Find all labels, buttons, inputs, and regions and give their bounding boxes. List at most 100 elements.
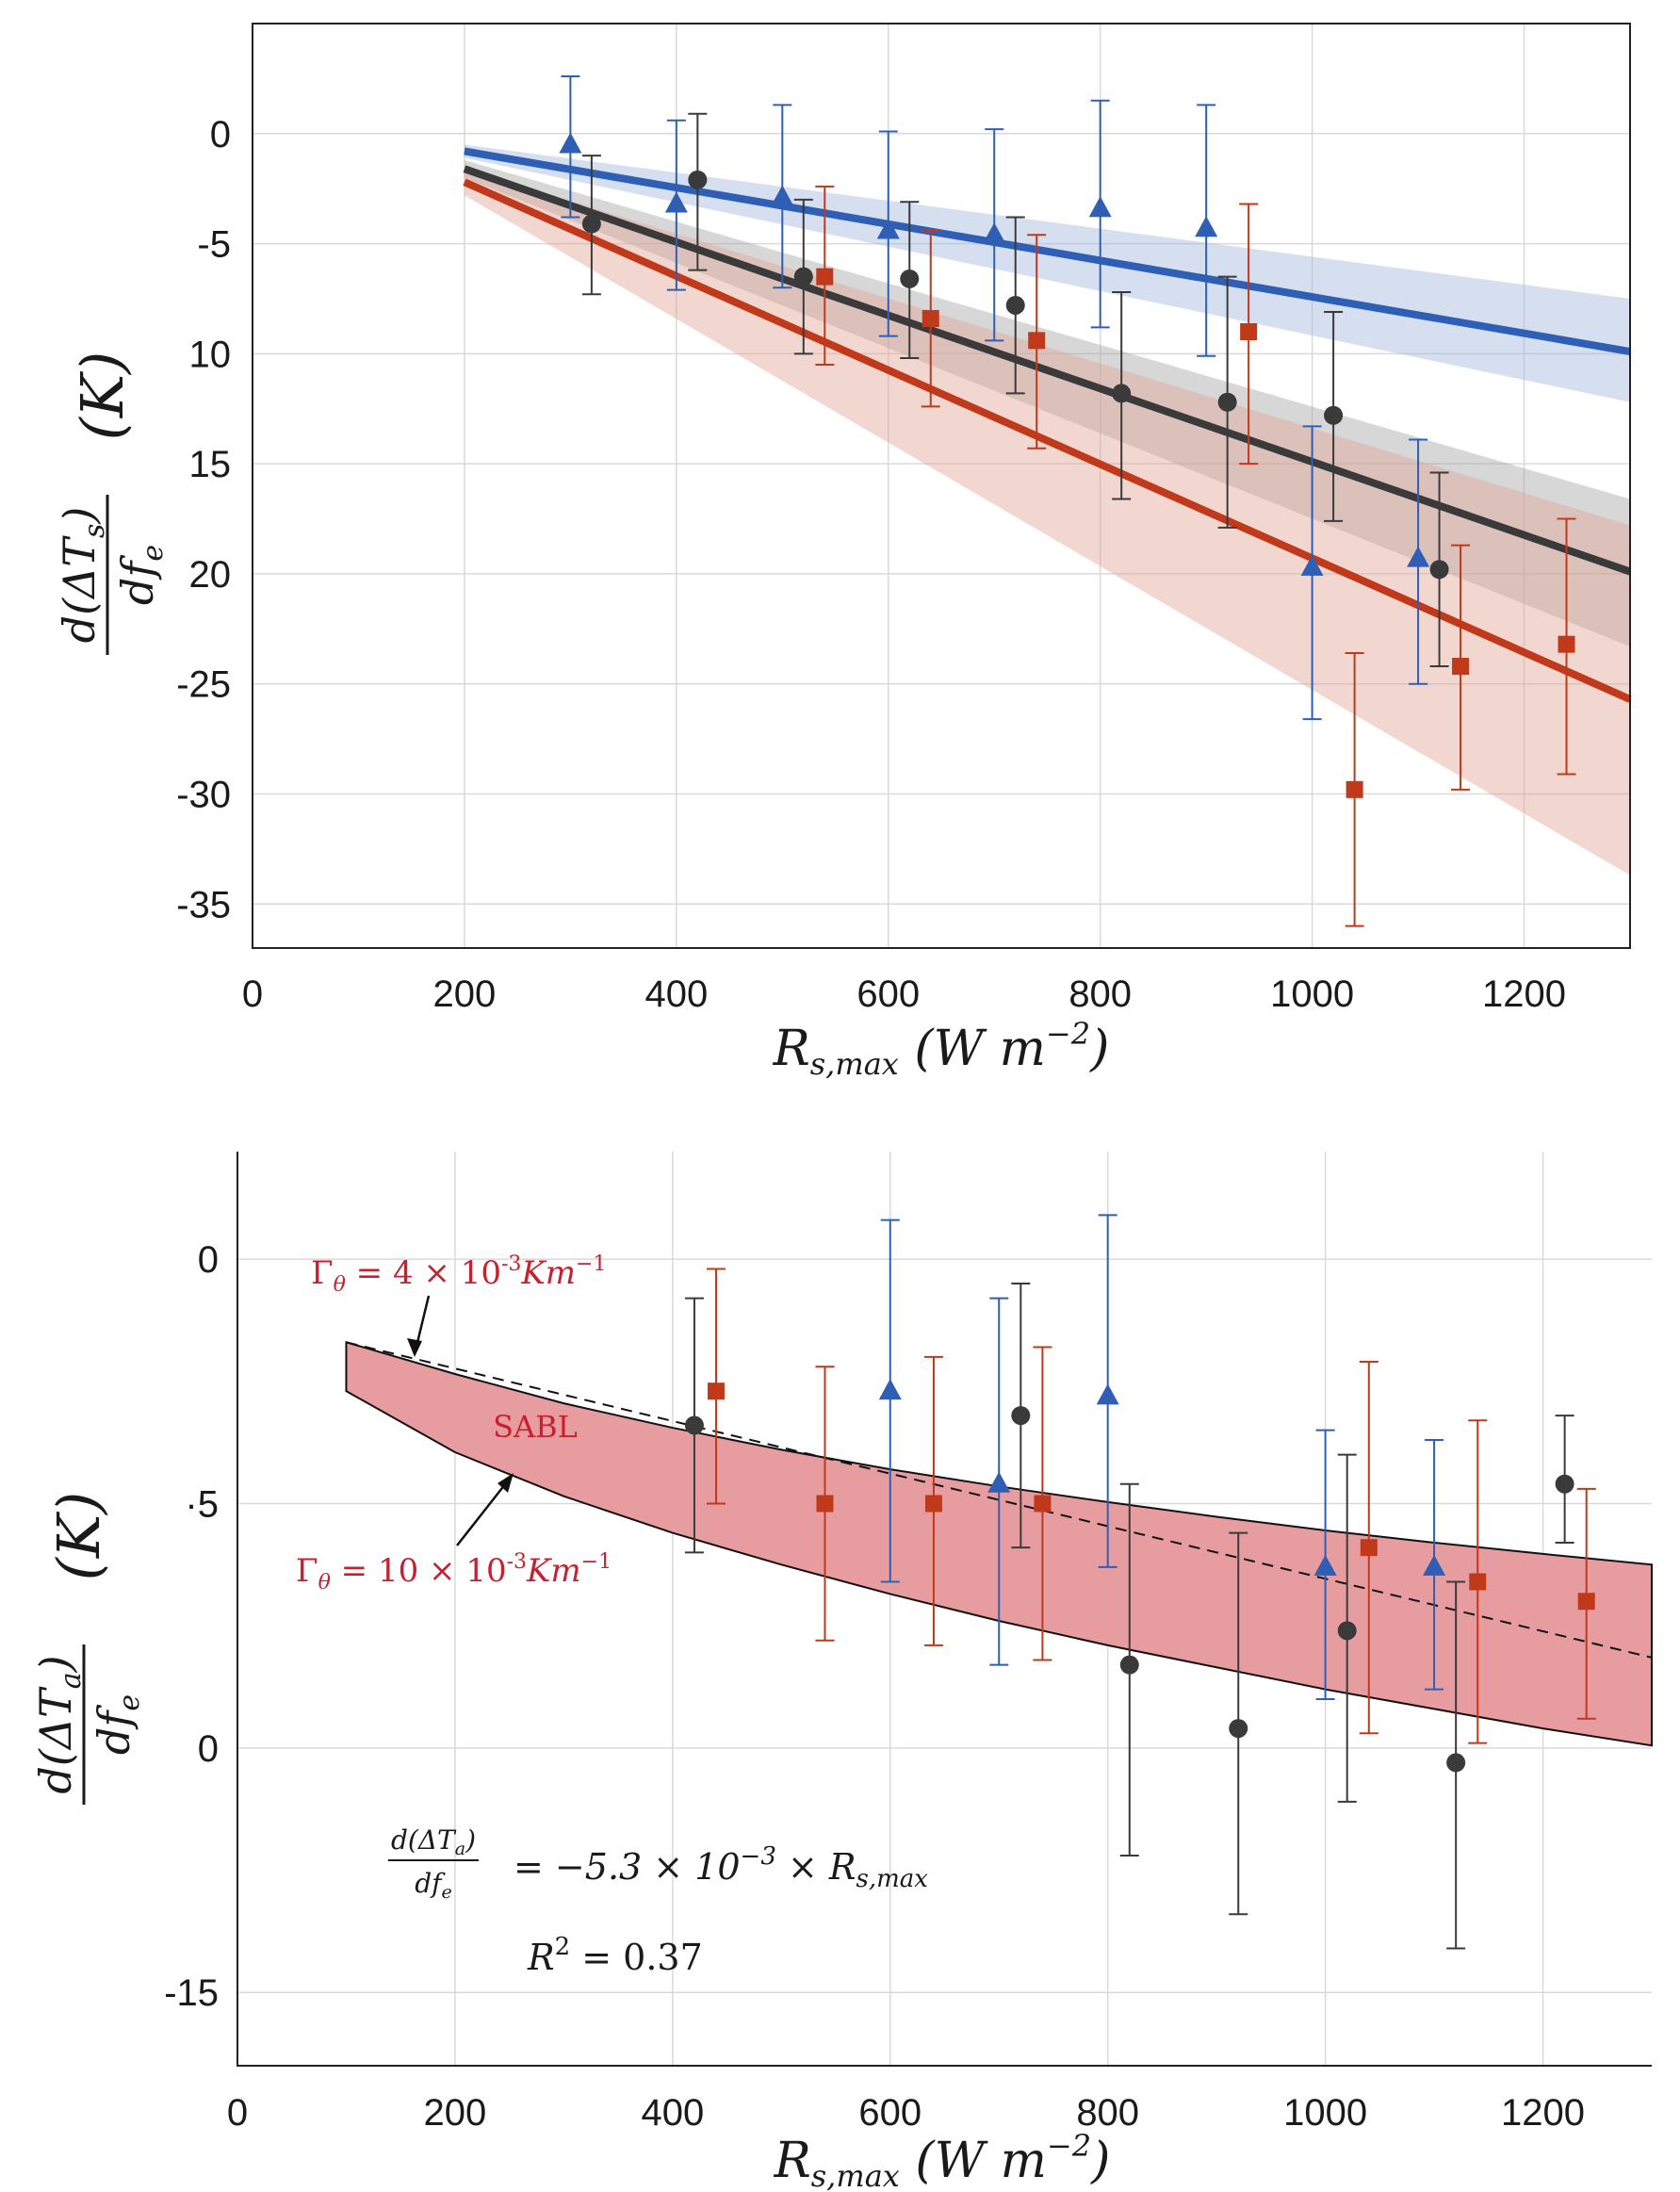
- top-data-point: [793, 267, 813, 286]
- top-y-tick-label: 10: [189, 334, 232, 375]
- top-y-tick-label: 0: [210, 114, 231, 155]
- bottom-y-tick-label: 0: [198, 1728, 219, 1770]
- top-y-tick-label: -5: [197, 224, 231, 266]
- svg-text:(K): (K): [68, 352, 137, 441]
- bottom-data-point: [1011, 1406, 1031, 1426]
- top-x-axis-label: Rs,max (W m−2): [773, 1016, 1110, 1082]
- top-data-point: [922, 309, 939, 327]
- top-data-point: [876, 218, 900, 239]
- bottom-y-tick-label: 0: [198, 1239, 219, 1281]
- top-data-point: [688, 170, 708, 189]
- top-x-tick-label: 400: [644, 973, 708, 1015]
- bottom-data-point: [1119, 1655, 1139, 1675]
- bottom-x-tick-labels: 0 200 400 600 800 1000 1200: [227, 2092, 1585, 2134]
- top-data-point: [771, 185, 794, 206]
- bottom-data-point: [987, 1471, 1011, 1493]
- top-data-point: [1195, 216, 1218, 237]
- top-fit-line-series-0: [464, 147, 1631, 355]
- top-data-point: [1452, 658, 1470, 676]
- bottom-data-point: [1446, 1753, 1466, 1773]
- top-data-point: [1005, 295, 1025, 315]
- top-y-tick-label: -30: [176, 775, 231, 816]
- bottom-chart: 0 200 400 600 800 1000 1200 0 ·5 0 -15 Γθ = 4 × 1…: [30, 1152, 1653, 2192]
- top-band-series-2: [464, 169, 1630, 875]
- bottom-error-bar: [880, 1219, 900, 1583]
- bottom-x-tick-label: 1200: [1501, 2092, 1585, 2134]
- top-data-point: [1324, 405, 1344, 425]
- top-y-tick-label: -25: [176, 664, 231, 706]
- bottom-data-point: [816, 1495, 834, 1513]
- top-y-axis-label: d(ΔTs) dfe (K): [54, 352, 170, 655]
- top-data-point: [1346, 780, 1363, 798]
- bottom-data-point: [1337, 1621, 1357, 1641]
- gamma-high-arrowhead: [497, 1473, 514, 1493]
- svg-text:d(ΔTa): d(ΔTa): [391, 1824, 476, 1859]
- top-x-tick-label: 200: [433, 973, 497, 1015]
- bottom-data-point: [1096, 1383, 1119, 1405]
- top-data-point: [1028, 332, 1046, 350]
- top-data-point: [1407, 546, 1430, 567]
- r-squared: R2 = 0.37: [527, 1933, 703, 1978]
- bottom-x-tick-label: 800: [1076, 2092, 1139, 2134]
- top-markers: [559, 132, 1575, 798]
- top-confidence-bands: [464, 144, 1630, 875]
- top-data-point: [1300, 554, 1324, 576]
- bottom-data-point: [1229, 1719, 1248, 1739]
- top-x-tick-label: 1000: [1270, 973, 1354, 1015]
- bottom-data-point: [1555, 1474, 1574, 1494]
- bottom-x-tick-label: 0: [227, 2092, 248, 2134]
- top-data-point: [581, 214, 601, 234]
- bottom-x-tick-label: 600: [858, 2092, 922, 2134]
- bottom-data-point: [1313, 1554, 1337, 1576]
- top-data-point: [1112, 384, 1132, 403]
- top-data-point: [664, 191, 688, 213]
- sabl-label: SABL: [493, 1409, 578, 1445]
- gamma-low-label: Γθ = 4 × 10-3Km−1: [311, 1252, 606, 1297]
- top-band-series-1: [464, 159, 1630, 647]
- bottom-markers: [684, 1379, 1595, 1773]
- bottom-y-axis-label: d(ΔTa) dfe (K): [30, 1492, 146, 1805]
- top-data-point: [559, 132, 582, 154]
- bottom-data-point: [878, 1379, 902, 1400]
- svg-text:dfe: dfe: [112, 545, 170, 605]
- regression-equation: d(ΔTa) dfe = −5.3 × 10−3 × Rs,max: [388, 1824, 928, 1903]
- bottom-y-tick-label: ·5: [185, 1483, 219, 1525]
- svg-text:d(ΔTa): d(ΔTa): [30, 1655, 88, 1793]
- svg-text:dfe: dfe: [89, 1694, 146, 1755]
- bottom-data-point: [1469, 1573, 1487, 1591]
- top-fit-line-series-1: [463, 165, 1632, 576]
- svg-text:= −5.3 × 10−3 × Rs,max: = −5.3 × 10−3 × Rs,max: [514, 1842, 928, 1893]
- svg-text:(K): (K): [44, 1492, 113, 1581]
- top-data-point: [1240, 323, 1258, 340]
- top-x-tick-labels: 0 200 400 600 800 1000 1200: [242, 973, 1566, 1015]
- bottom-data-point: [708, 1382, 726, 1400]
- bottom-data-point: [1360, 1539, 1378, 1557]
- top-data-point: [1429, 560, 1449, 580]
- top-data-point: [983, 222, 1006, 244]
- bottom-y-tick-label: -15: [164, 1972, 219, 2014]
- bottom-x-tick-label: 200: [424, 2092, 487, 2134]
- bottom-x-axis-label: Rs,max (W m−2): [774, 2128, 1111, 2192]
- svg-text:d(ΔTs): d(ΔTs): [54, 507, 111, 644]
- bottom-x-tick-label: 1000: [1283, 2092, 1367, 2134]
- top-band-series-0: [464, 144, 1630, 402]
- top-x-tick-label: 800: [1068, 973, 1132, 1015]
- top-data-point: [1088, 196, 1112, 218]
- gamma-low-arrowhead: [407, 1338, 422, 1357]
- top-data-point: [900, 269, 920, 288]
- bottom-x-tick-label: 400: [641, 2092, 704, 2134]
- top-chart: 0 200 400 600 800 1000 1200 0 -5 10 15 20 -25 -30 -35…: [54, 23, 1632, 1082]
- top-fit-lines: [463, 147, 1632, 703]
- gamma-high-arrow: [456, 1479, 510, 1546]
- bottom-y-tick-labels: 0 ·5 0 -15: [164, 1239, 219, 2014]
- bottom-data-point: [1577, 1593, 1595, 1611]
- top-x-tick-label: 600: [856, 973, 920, 1015]
- bottom-data-point: [684, 1415, 704, 1435]
- top-plot-frame: [252, 23, 1631, 949]
- top-data-point: [1558, 635, 1575, 653]
- top-y-tick-label: 15: [189, 444, 232, 485]
- bottom-data-point: [1423, 1554, 1446, 1576]
- top-data-point: [816, 268, 834, 286]
- bottom-data-point: [924, 1495, 942, 1513]
